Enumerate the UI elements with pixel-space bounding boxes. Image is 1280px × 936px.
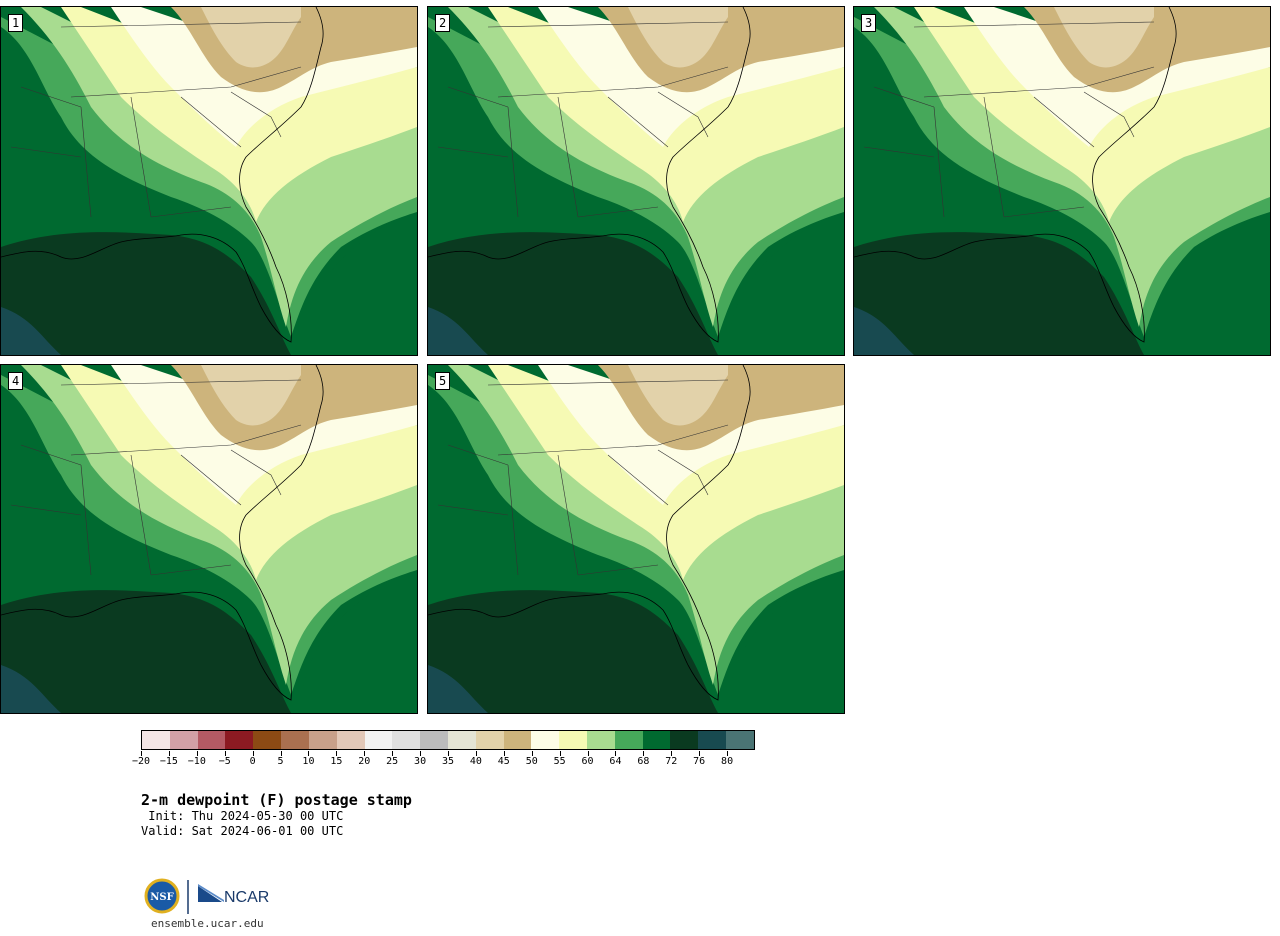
colorbar-tick bbox=[196, 751, 198, 756]
colorbar-tick bbox=[503, 751, 505, 756]
nsf-ncar-logo: NSF NCAR bbox=[144, 878, 269, 914]
colorbar-tick-label: 60 bbox=[581, 756, 594, 767]
valid-time: Valid: Sat 2024-06-01 00 UTC bbox=[141, 824, 344, 838]
colorbar-tick-label: 15 bbox=[330, 756, 343, 767]
colorbar-tick bbox=[308, 751, 310, 756]
map-panel-member-4: 4 bbox=[0, 364, 418, 714]
colorbar-tick bbox=[587, 751, 589, 756]
colorbar-tick bbox=[727, 751, 729, 756]
map-panel-member-3: 3 bbox=[853, 6, 1271, 356]
map-panel-member-5: 5 bbox=[427, 364, 845, 714]
colorbar-tick bbox=[420, 751, 422, 756]
colorbar-cell bbox=[392, 731, 421, 749]
colorbar-cell bbox=[253, 731, 282, 749]
member-label-5: 5 bbox=[435, 372, 451, 390]
website-url: ensemble.ucar.edu bbox=[151, 917, 264, 930]
dewpoint-map-2 bbox=[428, 7, 844, 355]
colorbar-tick-label: 80 bbox=[721, 756, 734, 767]
colorbar-cell bbox=[336, 731, 365, 749]
colorbar-cell bbox=[142, 731, 170, 749]
dewpoint-map-3 bbox=[854, 7, 1270, 355]
ncar-logo-icon bbox=[198, 886, 222, 902]
colorbar-cell bbox=[281, 731, 309, 749]
chart-title: 2-m dewpoint (F) postage stamp bbox=[141, 791, 412, 809]
colorbar-tick-label: −10 bbox=[187, 756, 206, 767]
colorbar-cell bbox=[559, 731, 587, 749]
colorbar-cell bbox=[364, 731, 393, 749]
colorbar-cell bbox=[698, 731, 727, 749]
colorbar-tick bbox=[392, 751, 394, 756]
colorbar-tick bbox=[224, 751, 226, 756]
colorbar-tick bbox=[699, 751, 701, 756]
colorbar-tick bbox=[280, 751, 282, 756]
colorbar-cell bbox=[503, 731, 532, 749]
colorbar bbox=[141, 730, 755, 750]
colorbar-tick-label: 72 bbox=[665, 756, 678, 767]
colorbar-tick bbox=[168, 751, 170, 756]
colorbar-tick-label: 35 bbox=[441, 756, 455, 767]
colorbar-tick bbox=[475, 751, 477, 756]
colorbar-tick-label: 0 bbox=[249, 756, 256, 767]
colorbar-tick-label: 5 bbox=[277, 756, 284, 767]
colorbar-cell bbox=[531, 731, 560, 749]
colorbar-cell bbox=[587, 731, 615, 749]
colorbar-tick bbox=[364, 751, 366, 756]
colorbar-tick-label: 20 bbox=[358, 756, 371, 767]
colorbar-tick-label: 40 bbox=[469, 756, 482, 767]
colorbar-ticks: −20 −15 −10 −5 0 5 10 15 20 25 30 35 40 45 50 55 60 64 68 7… bbox=[132, 751, 755, 771]
colorbar-tick bbox=[559, 751, 561, 756]
colorbar-tick bbox=[531, 751, 533, 756]
dewpoint-map-5 bbox=[428, 365, 844, 713]
dewpoint-map-4 bbox=[1, 365, 417, 713]
colorbar-tick-label: 30 bbox=[414, 756, 427, 767]
colorbar-cell bbox=[308, 731, 337, 749]
colorbar-tick-label: 25 bbox=[386, 756, 399, 767]
nsf-logo-text: NSF bbox=[150, 892, 173, 903]
member-label-4: 4 bbox=[8, 372, 24, 390]
colorbar-cell bbox=[670, 731, 699, 749]
colorbar-tick-label: −15 bbox=[159, 756, 178, 767]
colorbar-tick bbox=[141, 751, 142, 756]
colorbar-tick-label: 64 bbox=[609, 756, 622, 767]
colorbar-tick-label: −5 bbox=[218, 756, 231, 767]
colorbar-tick bbox=[615, 751, 617, 756]
init-time: Init: Thu 2024-05-30 00 UTC bbox=[141, 809, 344, 823]
colorbar-cell bbox=[420, 731, 448, 749]
colorbar-tick bbox=[671, 751, 673, 756]
colorbar-cell bbox=[642, 731, 671, 749]
colorbar-cell bbox=[726, 731, 754, 749]
colorbar-tick-label: 55 bbox=[553, 756, 566, 767]
map-panel-member-1: 1 bbox=[0, 6, 418, 356]
member-label-3: 3 bbox=[861, 14, 877, 32]
colorbar-tick bbox=[643, 751, 645, 756]
colorbar-tick bbox=[252, 751, 254, 756]
colorbar-cell bbox=[447, 731, 476, 749]
colorbar-tick-label: 68 bbox=[637, 756, 650, 767]
nsf-logo-icon bbox=[144, 878, 180, 914]
member-label-1: 1 bbox=[8, 14, 24, 32]
dewpoint-map-1 bbox=[1, 7, 417, 355]
colorbar-cell bbox=[225, 731, 254, 749]
ncar-logo-text: NCAR bbox=[224, 889, 269, 906]
colorbar-tick bbox=[336, 751, 338, 756]
colorbar-tick-label: 45 bbox=[497, 756, 510, 767]
colorbar-cell bbox=[614, 731, 643, 749]
colorbar-tick-label: 76 bbox=[693, 756, 706, 767]
member-label-2: 2 bbox=[435, 14, 451, 32]
colorbar-cell bbox=[475, 731, 504, 749]
colorbar-tick bbox=[448, 751, 449, 756]
colorbar-tick-label: 50 bbox=[525, 756, 538, 767]
map-panel-member-2: 2 bbox=[427, 6, 845, 356]
colorbar-tick-label: −20 bbox=[131, 756, 151, 767]
colorbar-cell bbox=[169, 731, 198, 749]
colorbar-tick-label: 10 bbox=[302, 756, 315, 767]
colorbar-cell bbox=[197, 731, 226, 749]
